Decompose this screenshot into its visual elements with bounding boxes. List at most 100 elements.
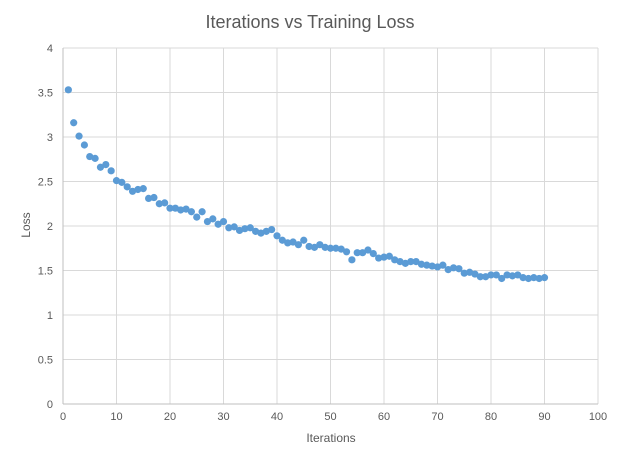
axes: [62, 48, 598, 405]
data-point: [273, 232, 281, 240]
data-point: [332, 244, 340, 252]
data-point: [385, 252, 393, 260]
data-point: [118, 178, 126, 186]
data-point: [535, 274, 543, 283]
data-point: [102, 160, 110, 169]
data-point: [193, 213, 201, 221]
data-point: [198, 208, 206, 216]
data-point: [166, 204, 174, 212]
data-point: [289, 238, 297, 246]
data-point: [476, 273, 484, 281]
data-point: [439, 261, 447, 269]
data-point: [219, 217, 228, 226]
x-tick-label: 60: [378, 411, 390, 423]
data-point: [514, 271, 522, 279]
data-point: [203, 217, 212, 226]
data-point: [139, 185, 147, 193]
x-tick-label: 10: [110, 411, 122, 423]
data-point: [540, 274, 549, 282]
x-tick-label: 20: [164, 411, 176, 423]
data-point: [449, 264, 458, 272]
y-tick-label: 0.5: [38, 355, 53, 367]
data-point: [407, 258, 415, 266]
data-point: [278, 236, 286, 244]
data-point: [150, 193, 158, 202]
data-point: [134, 185, 142, 194]
data-point: [123, 183, 131, 191]
data-point: [519, 274, 527, 282]
data-point: [337, 245, 345, 253]
data-point: [412, 258, 420, 266]
data-point: [428, 262, 436, 270]
data-point: [70, 119, 78, 127]
chart-title: Iterations vs Training Loss: [205, 12, 414, 32]
data-point: [284, 239, 292, 247]
data-point: [230, 223, 238, 231]
data-point: [294, 241, 302, 249]
data-point: [246, 224, 254, 232]
data-point: [64, 86, 72, 94]
y-tick-label: 3.5: [38, 88, 53, 100]
data-point: [326, 244, 335, 252]
data-point: [316, 241, 324, 249]
data-point: [460, 269, 468, 277]
data-point: [91, 154, 99, 162]
data-point: [321, 243, 329, 251]
y-axis-label: Loss: [19, 212, 33, 237]
data-point: [241, 225, 249, 233]
data-point: [364, 246, 372, 254]
data-point: [310, 243, 319, 251]
data-point: [225, 224, 233, 232]
x-tick-label: 50: [324, 411, 336, 423]
data-points: [64, 86, 549, 283]
data-point: [359, 249, 367, 257]
data-point: [524, 274, 533, 283]
data-point: [498, 274, 506, 283]
data-point: [530, 274, 538, 282]
data-point: [161, 199, 169, 207]
x-tick-label: 100: [589, 411, 607, 423]
data-point: [177, 206, 185, 214]
data-point: [353, 249, 361, 257]
y-tick-label: 3: [47, 132, 53, 144]
x-tick-label: 40: [271, 411, 283, 423]
data-point: [503, 271, 511, 279]
data-point: [107, 167, 115, 175]
data-point: [380, 253, 388, 261]
tick-labels: 0 10 20 30 40 50 60 70 80 90 100 0 0.5 1 1.5 2 2.5 3 3.5 4: [38, 43, 607, 423]
data-point: [80, 141, 88, 149]
x-axis-label: Iterations: [306, 431, 355, 445]
data-point: [487, 271, 495, 279]
data-point: [187, 208, 195, 216]
data-point: [96, 163, 105, 171]
data-point: [471, 270, 479, 278]
y-tick-label: 0: [47, 399, 53, 411]
x-tick-label: 90: [538, 411, 550, 423]
y-tick-label: 4: [47, 43, 53, 55]
y-tick-label: 1.5: [38, 266, 53, 278]
y-tick-label: 2.5: [38, 177, 53, 189]
data-point: [492, 271, 500, 279]
data-point: [417, 260, 426, 268]
x-tick-label: 30: [217, 411, 229, 423]
x-tick-label: 0: [60, 411, 66, 423]
data-point: [305, 242, 313, 251]
data-point: [75, 132, 83, 140]
data-point: [300, 236, 308, 244]
data-point: [268, 225, 276, 234]
data-point: [348, 256, 356, 264]
x-tick-label: 70: [431, 411, 443, 423]
data-point: [455, 265, 463, 273]
x-tick-label: 80: [485, 411, 497, 423]
data-point: [209, 215, 217, 223]
y-tick-label: 2: [47, 221, 53, 233]
data-point: [182, 205, 190, 213]
data-point: [423, 261, 431, 269]
data-point: [214, 220, 222, 228]
data-point: [375, 254, 383, 262]
data-point: [342, 248, 351, 256]
data-point: [369, 249, 377, 258]
